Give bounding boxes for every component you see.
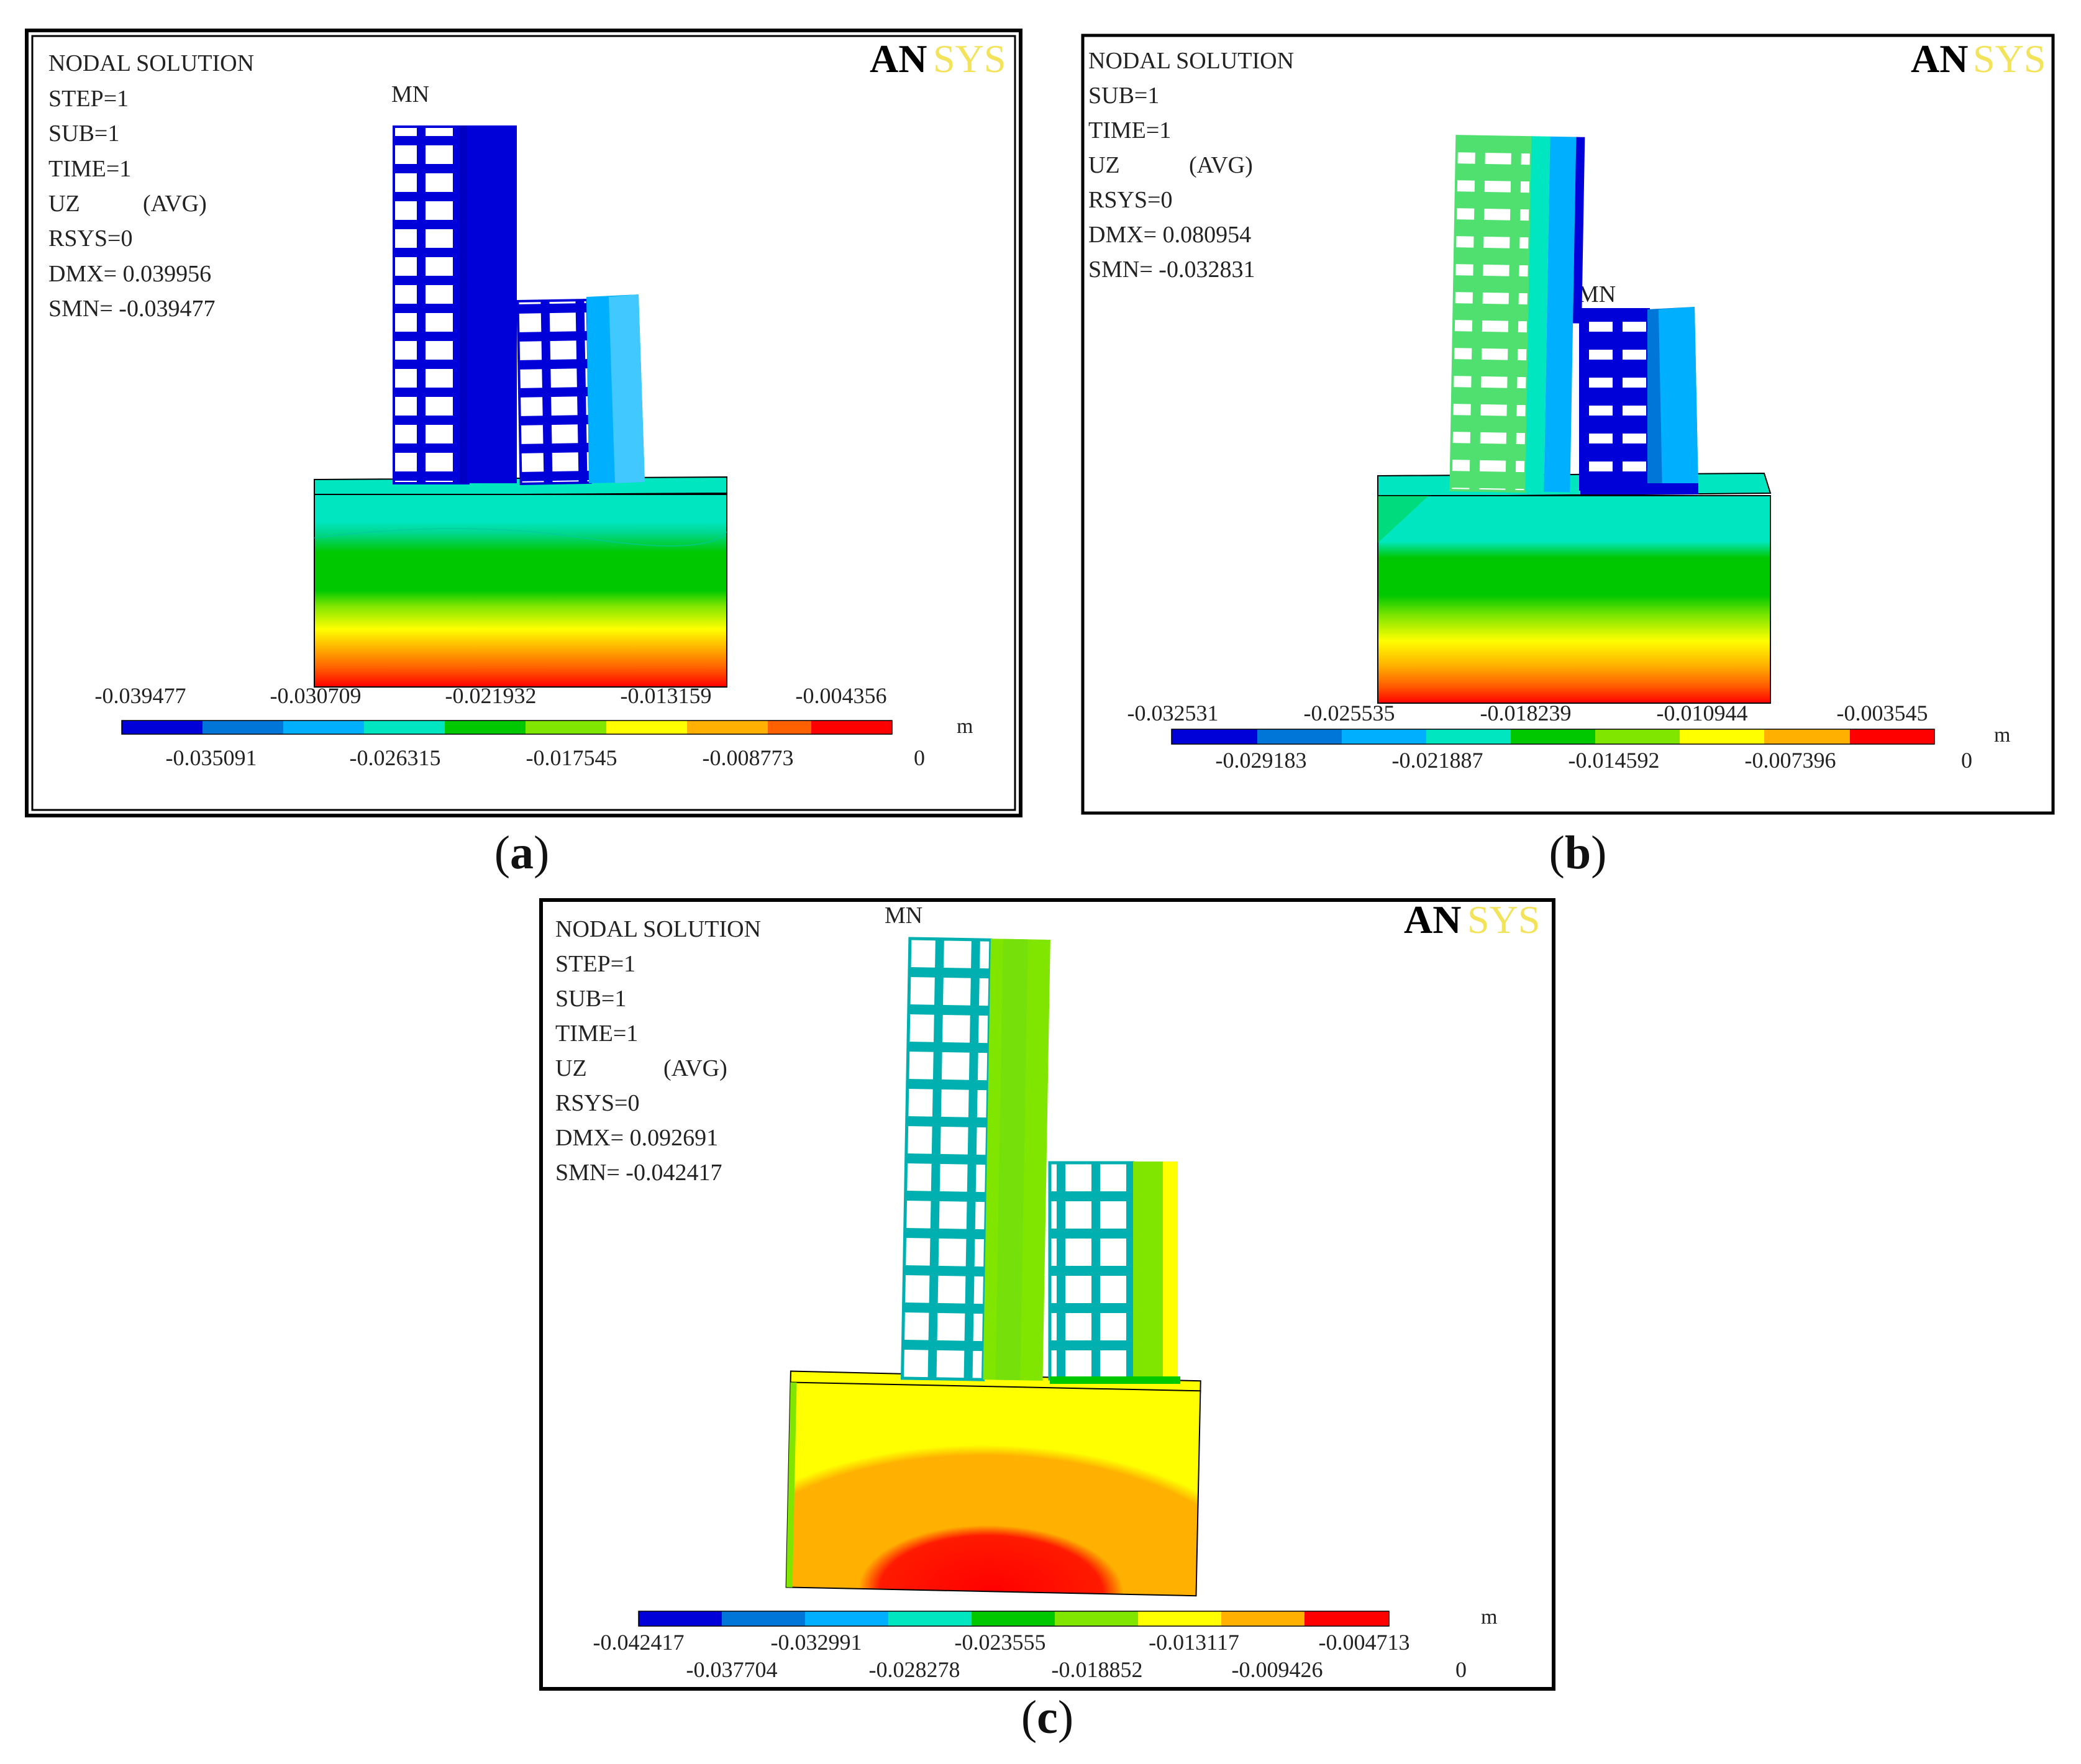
info-avg: (AVG) <box>663 1055 727 1081</box>
info-line: TIME=1 <box>555 1021 638 1047</box>
info-avg: (AVG) <box>1189 152 1253 178</box>
foundation-block <box>314 476 727 688</box>
info-line: RSYS=0 <box>1088 187 1173 213</box>
panel-c: NODAL SOLUTION STEP=1 SUB=1 TIME=1 UZ (A… <box>539 898 1555 1691</box>
legend-label: -0.014592 <box>1569 748 1660 773</box>
legend-label: -0.039477 <box>95 683 186 708</box>
info-line: UZ <box>48 191 80 217</box>
info-line: UZ <box>555 1055 587 1081</box>
info-line: TIME=1 <box>1088 117 1171 143</box>
info-line: TIME=1 <box>48 156 131 182</box>
info-line: RSYS=0 <box>555 1090 640 1116</box>
info-line: SUB=1 <box>48 120 119 147</box>
info-line: NODAL SOLUTION <box>48 50 254 76</box>
info-line: STEP=1 <box>555 951 635 977</box>
panel-a: NODAL SOLUTION STEP=1 SUB=1 TIME=1 UZ (A… <box>25 29 1022 817</box>
short-tower <box>1579 307 1698 494</box>
mn-marker: MN <box>391 81 429 107</box>
info-line: SUB=1 <box>1088 83 1159 109</box>
legend-label: -0.037704 <box>686 1657 778 1682</box>
legend-label: -0.017545 <box>526 745 617 770</box>
short-tower <box>1048 1161 1180 1384</box>
legend-label: -0.042417 <box>593 1630 685 1655</box>
color-legend: m -0.042417 -0.032991 -0.023555 -0.01311… <box>593 1606 1498 1682</box>
info-line: DMX= 0.039956 <box>48 261 211 287</box>
short-tower <box>516 294 645 485</box>
info-avg: (AVG) <box>143 191 207 217</box>
legend-label: 0 <box>1961 748 1972 773</box>
legend-label: -0.021887 <box>1392 748 1483 773</box>
legend-label: -0.030709 <box>270 683 362 708</box>
ansys-logo: AN SYS <box>1404 898 1540 942</box>
legend-label: -0.004356 <box>796 683 887 708</box>
svg-text:SYS: SYS <box>1467 898 1540 942</box>
info-line: RSYS=0 <box>48 225 133 252</box>
legend-label: -0.035091 <box>166 745 257 770</box>
info-line: DMX= 0.080954 <box>1088 222 1251 248</box>
tall-tower <box>1449 135 1585 493</box>
foundation-block <box>785 1370 1201 1597</box>
legend-label: -0.008773 <box>703 745 794 770</box>
legend-label: -0.018852 <box>1052 1657 1143 1682</box>
legend-label: -0.013117 <box>1149 1630 1239 1655</box>
legend-label: -0.013159 <box>621 683 712 708</box>
legend-label: -0.029183 <box>1216 748 1307 773</box>
legend-label: 0 <box>914 745 925 770</box>
panel-a-figure: NODAL SOLUTION STEP=1 SUB=1 TIME=1 UZ (A… <box>25 29 1022 817</box>
tall-tower <box>900 937 1050 1381</box>
ansys-logo: AN SYS <box>1911 37 2046 81</box>
svg-text:SYS: SYS <box>1973 37 2046 81</box>
legend-label: -0.028278 <box>869 1657 960 1682</box>
svg-text:SYS: SYS <box>933 37 1006 81</box>
legend-label: -0.018239 <box>1480 701 1572 725</box>
legend-label: -0.032991 <box>771 1630 862 1655</box>
legend-unit: m <box>957 715 973 738</box>
legend-label: -0.026315 <box>350 745 441 770</box>
svg-text:AN: AN <box>870 37 927 81</box>
mn-marker: MN <box>1578 281 1616 307</box>
panel-c-figure: NODAL SOLUTION STEP=1 SUB=1 TIME=1 UZ (A… <box>539 898 1555 1691</box>
svg-text:AN: AN <box>1911 37 1968 81</box>
legend-label: -0.004713 <box>1319 1630 1410 1655</box>
info-line: NODAL SOLUTION <box>555 916 761 942</box>
info-line: SMN= -0.032831 <box>1088 257 1255 283</box>
panel-b-info: NODAL SOLUTION SUB=1 TIME=1 UZ (AVG) RSY… <box>1088 48 1294 283</box>
info-line: UZ <box>1088 152 1120 178</box>
legend-label: -0.023555 <box>955 1630 1046 1655</box>
info-line: SUB=1 <box>555 986 626 1012</box>
info-line: SMN= -0.042417 <box>555 1160 722 1186</box>
panel-b: NODAL SOLUTION SUB=1 TIME=1 UZ (AVG) RSY… <box>1081 34 2055 815</box>
panel-a-info: NODAL SOLUTION STEP=1 SUB=1 TIME=1 UZ (A… <box>48 50 254 322</box>
legend-label: -0.021932 <box>445 683 537 708</box>
legend-label: -0.003545 <box>1837 701 1928 725</box>
info-line: SMN= -0.039477 <box>48 296 215 322</box>
info-line: NODAL SOLUTION <box>1088 48 1294 74</box>
foundation-block <box>1377 472 1772 704</box>
legend-unit: m <box>1994 724 2010 747</box>
info-line: DMX= 0.092691 <box>555 1125 718 1151</box>
ansys-logo: AN SYS <box>870 37 1006 81</box>
legend-label: -0.009426 <box>1232 1657 1323 1682</box>
tall-tower <box>393 125 517 484</box>
info-line: STEP=1 <box>48 86 129 112</box>
legend-label: -0.007396 <box>1745 748 1836 773</box>
svg-text:AN: AN <box>1404 898 1461 942</box>
legend-label: -0.025535 <box>1304 701 1395 725</box>
caption-c: (c) <box>1021 1691 1074 1744</box>
legend-label: -0.010944 <box>1657 701 1748 725</box>
legend-label: 0 <box>1455 1657 1467 1682</box>
caption-a: (a) <box>494 827 550 879</box>
legend-unit: m <box>1481 1606 1497 1629</box>
color-legend: -0.032531 -0.025535 -0.018239 -0.010944 … <box>1127 701 2011 773</box>
color-legend: -0.039477 -0.030709 -0.021932 -0.013159 … <box>95 683 973 770</box>
caption-b: (b) <box>1549 827 1607 879</box>
panel-b-figure: NODAL SOLUTION SUB=1 TIME=1 UZ (AVG) RSY… <box>1081 34 2055 815</box>
panel-c-info: NODAL SOLUTION STEP=1 SUB=1 TIME=1 UZ (A… <box>555 916 761 1186</box>
legend-label: -0.032531 <box>1127 701 1219 725</box>
mn-marker: MN <box>885 902 922 929</box>
